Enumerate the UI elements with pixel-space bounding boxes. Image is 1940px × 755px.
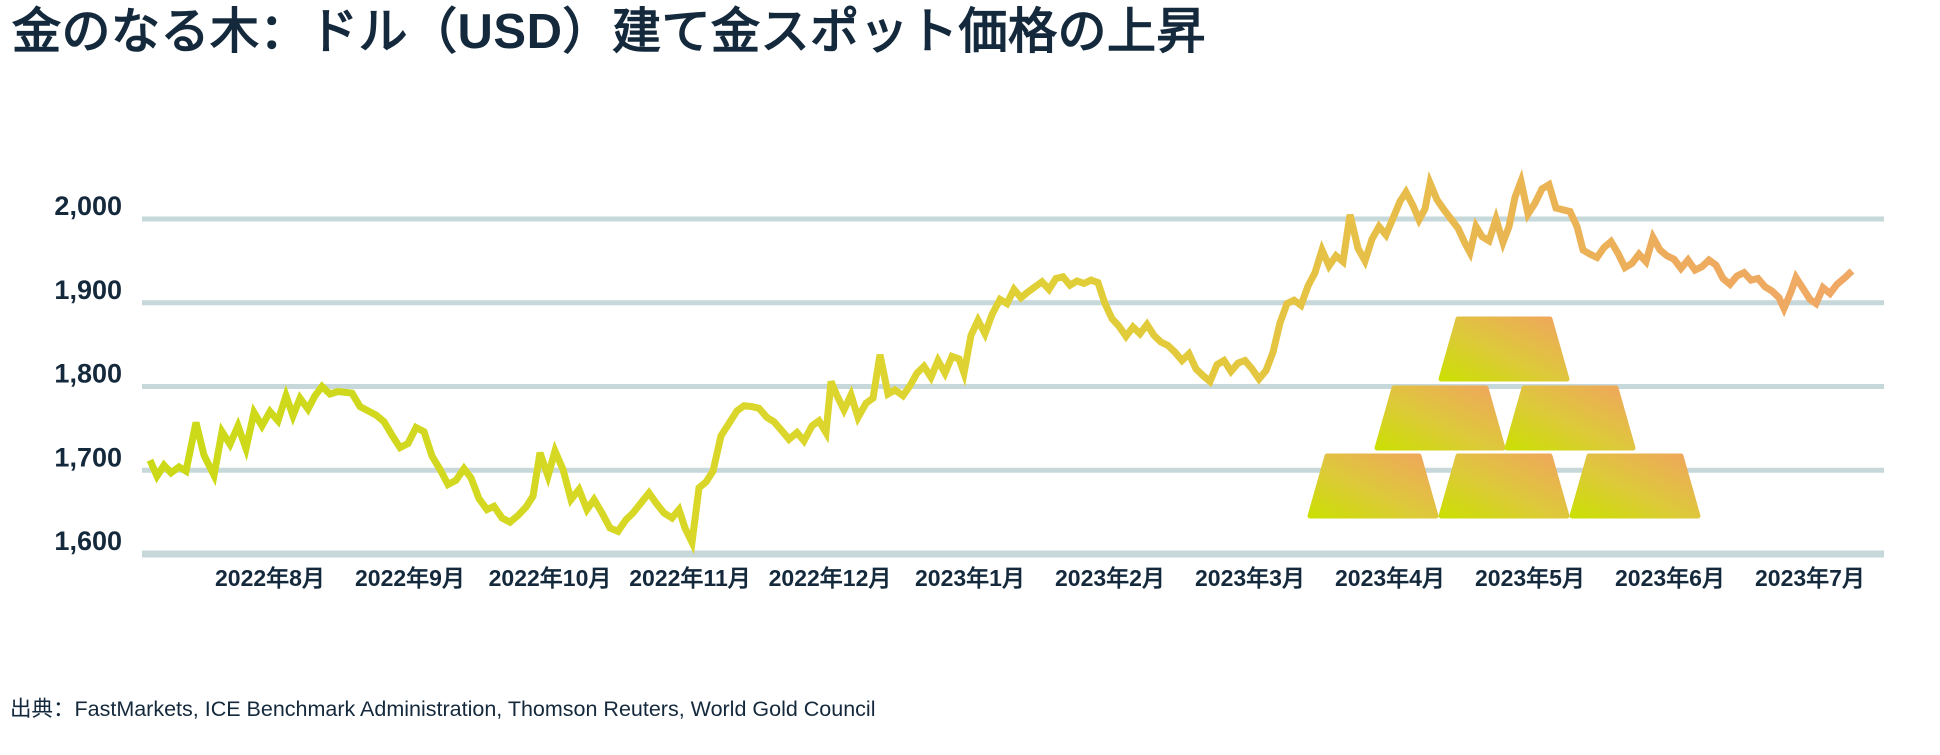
- y-axis-labels: 2,000 1,900 1,800 1,700 1,600: [54, 191, 122, 556]
- x-tick-label: 2022年12月: [769, 565, 892, 591]
- page-title: 金のなる木：ドル（USD）建て金スポット価格の上昇: [12, 5, 1206, 59]
- x-tick-label: 2023年5月: [1475, 565, 1585, 591]
- x-axis-labels: 2022年8月 2022年9月 2022年10月 2022年11月 2022年12月 20…: [215, 565, 1865, 591]
- price-line-layer: [146, 168, 1855, 555]
- y-tick-label: 1,900: [54, 275, 122, 305]
- x-tick-label: 2022年11月: [629, 565, 750, 591]
- gold-bar-icon: [1438, 453, 1570, 519]
- x-tick-label: 2023年4月: [1335, 565, 1445, 591]
- source-caption: 出典：FastMarkets, ICE Benchmark Administra…: [10, 697, 876, 721]
- gold-bar-icon: [1307, 453, 1439, 519]
- x-tick-label: 2022年9月: [355, 565, 465, 591]
- y-tick-label: 1,800: [54, 359, 122, 389]
- x-tick-label: 2023年2月: [1055, 565, 1165, 591]
- gold-bar-icon: [1504, 385, 1636, 451]
- x-tick-label: 2023年6月: [1615, 565, 1725, 591]
- x-tick-label: 2022年8月: [215, 565, 325, 591]
- x-tick-label: 2023年7月: [1755, 565, 1865, 591]
- gold-bar-icon: [1569, 453, 1701, 519]
- y-tick-label: 1,700: [54, 442, 122, 472]
- y-tick-label: 2,000: [54, 191, 122, 221]
- x-tick-label: 2023年1月: [915, 565, 1025, 591]
- price-line: [146, 168, 1855, 555]
- gold-bars-decoration: [1307, 316, 1701, 519]
- gold-bar-icon: [1374, 385, 1506, 451]
- gold-bar-icon: [1438, 316, 1570, 382]
- y-tick-label: 1,600: [54, 526, 122, 556]
- x-tick-label: 2022年10月: [489, 565, 612, 591]
- x-tick-label: 2023年3月: [1195, 565, 1305, 591]
